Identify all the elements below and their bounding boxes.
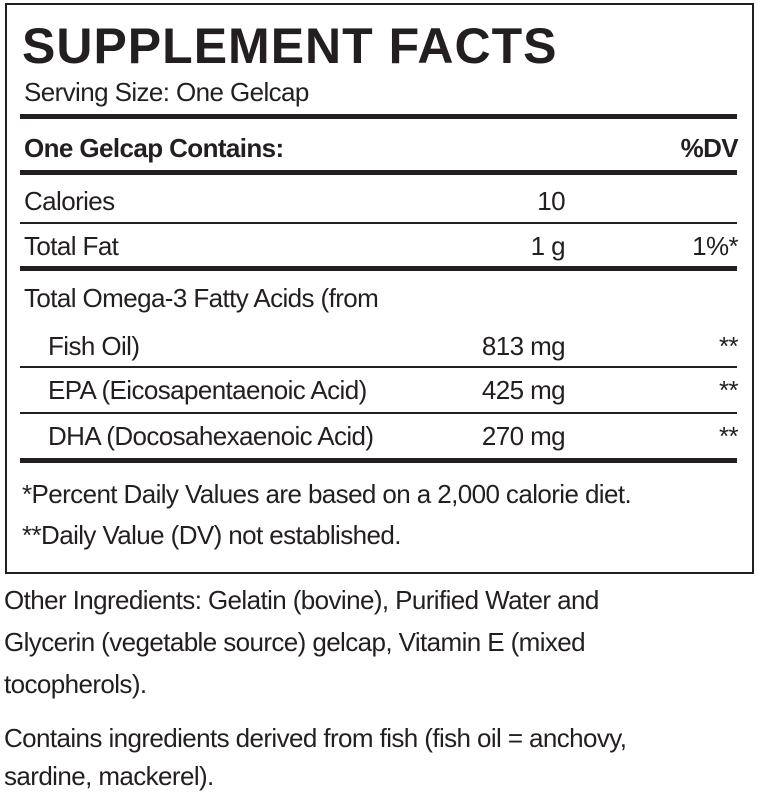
rule [20,412,737,414]
row-name: Calories [24,186,115,216]
facts-box [5,3,754,574]
other-ingredients: Glycerin (vegetable source) gelcap, Vita… [4,627,586,657]
row-name: Fish Oil) [48,331,140,361]
row-amount: 10 [537,186,565,216]
serving-size: Serving Size: One Gelcap [24,77,309,107]
row-amount: 425 mg [481,375,566,405]
row-name: Total Fat [24,231,119,261]
header-dv: %DV [680,133,739,163]
footnote: **Daily Value (DV) not established. [22,520,401,550]
row-dv: ** [718,375,739,405]
row-amount: 270 mg [481,421,566,451]
contains: sardine, mackerel). [4,761,214,791]
other-ingredients: Other Ingredients: Gelatin (bovine), Pur… [4,585,599,615]
title: SUPPLEMENT FACTS [22,18,558,74]
row-dv: ** [718,331,739,361]
contains: Contains ingredients derived from fish (… [4,723,627,753]
header-label: One Gelcap Contains: [24,133,284,163]
footnote: *Percent Daily Values are based on a 2,0… [22,479,632,509]
row-dv: 1%* [692,231,739,261]
row-name: Total Omega-3 Fatty Acids (from [24,283,379,313]
rule [20,170,737,175]
rule [20,458,737,463]
row-name: DHA (Docosahexaenoic Acid) [48,421,374,451]
rule [20,222,737,224]
row-name: EPA (Eicosapentaenoic Acid) [48,375,367,405]
row-dv: ** [718,421,739,451]
row-amount: 813 mg [481,331,566,361]
rule [20,366,737,368]
rule [20,114,737,119]
other-ingredients: tocopherols). [4,669,147,699]
row-amount: 1 g [530,231,566,261]
rule [20,266,737,271]
